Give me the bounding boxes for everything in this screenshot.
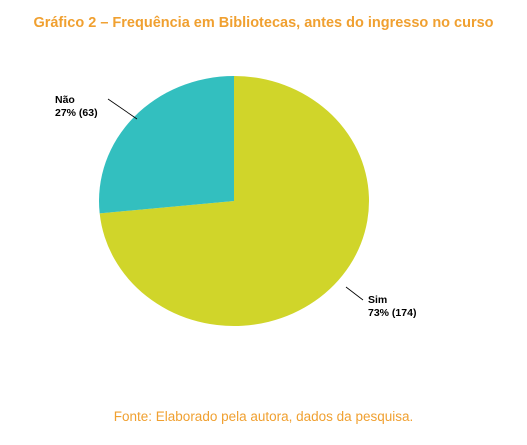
- pie-slice-sim: [99, 76, 370, 326]
- chart-title: Gráfico 2 – Frequência em Bibliotecas, a…: [33, 15, 494, 31]
- pie-slices: [99, 76, 370, 326]
- chart-source: Fonte: Elaborado pela autora, dados da p…: [113, 409, 414, 424]
- slice-label-value: 27% (63): [55, 107, 98, 119]
- slice-label-name: Sim: [368, 294, 387, 306]
- leader-lines: [107, 98, 364, 301]
- slice-label-name: Não: [55, 94, 75, 106]
- leader-line: [345, 286, 364, 301]
- leader-line: [107, 98, 138, 120]
- pie-slice-nao: [99, 76, 235, 214]
- slice-label-value: 73% (174): [368, 307, 416, 319]
